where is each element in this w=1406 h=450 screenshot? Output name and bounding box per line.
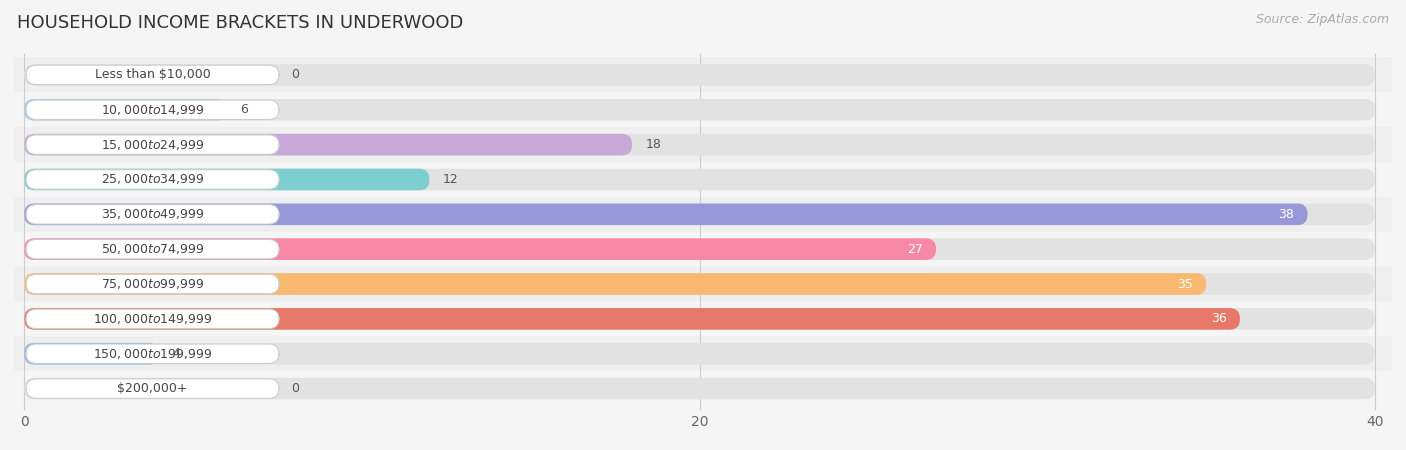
Text: Source: ZipAtlas.com: Source: ZipAtlas.com xyxy=(1256,14,1389,27)
Text: 6: 6 xyxy=(240,103,249,116)
FancyBboxPatch shape xyxy=(24,238,936,260)
FancyBboxPatch shape xyxy=(24,308,1375,330)
FancyBboxPatch shape xyxy=(25,344,280,364)
FancyBboxPatch shape xyxy=(24,238,1375,260)
Text: 35: 35 xyxy=(1177,278,1192,291)
Text: $25,000 to $34,999: $25,000 to $34,999 xyxy=(101,172,204,186)
FancyBboxPatch shape xyxy=(24,273,1206,295)
Bar xyxy=(7,266,1392,302)
FancyBboxPatch shape xyxy=(25,309,280,328)
FancyBboxPatch shape xyxy=(24,169,429,190)
Text: 18: 18 xyxy=(645,138,661,151)
FancyBboxPatch shape xyxy=(24,343,159,364)
Text: Less than $10,000: Less than $10,000 xyxy=(94,68,211,81)
FancyBboxPatch shape xyxy=(24,99,226,121)
FancyBboxPatch shape xyxy=(24,308,1240,330)
Text: 0: 0 xyxy=(291,382,299,395)
Text: HOUSEHOLD INCOME BRACKETS IN UNDERWOOD: HOUSEHOLD INCOME BRACKETS IN UNDERWOOD xyxy=(17,14,463,32)
Bar xyxy=(7,232,1392,266)
FancyBboxPatch shape xyxy=(24,99,1375,121)
FancyBboxPatch shape xyxy=(24,203,1308,225)
Text: $15,000 to $24,999: $15,000 to $24,999 xyxy=(101,138,204,152)
FancyBboxPatch shape xyxy=(24,343,1375,364)
Bar xyxy=(7,58,1392,92)
FancyBboxPatch shape xyxy=(24,273,1375,295)
FancyBboxPatch shape xyxy=(25,65,280,85)
FancyBboxPatch shape xyxy=(24,134,1375,155)
Bar xyxy=(7,197,1392,232)
FancyBboxPatch shape xyxy=(25,274,280,294)
FancyBboxPatch shape xyxy=(25,170,280,189)
Text: $35,000 to $49,999: $35,000 to $49,999 xyxy=(101,207,204,221)
FancyBboxPatch shape xyxy=(25,239,280,259)
Text: $150,000 to $199,999: $150,000 to $199,999 xyxy=(93,347,212,361)
Bar xyxy=(7,371,1392,406)
Bar xyxy=(7,162,1392,197)
FancyBboxPatch shape xyxy=(25,100,280,120)
FancyBboxPatch shape xyxy=(24,134,633,155)
Text: 38: 38 xyxy=(1278,208,1294,221)
FancyBboxPatch shape xyxy=(24,203,1375,225)
FancyBboxPatch shape xyxy=(25,135,280,154)
FancyBboxPatch shape xyxy=(24,378,1375,400)
FancyBboxPatch shape xyxy=(25,379,280,398)
Text: $10,000 to $14,999: $10,000 to $14,999 xyxy=(101,103,204,117)
FancyBboxPatch shape xyxy=(25,205,280,224)
Text: 27: 27 xyxy=(907,243,922,256)
Text: $50,000 to $74,999: $50,000 to $74,999 xyxy=(101,242,204,256)
Text: $75,000 to $99,999: $75,000 to $99,999 xyxy=(101,277,204,291)
Text: $200,000+: $200,000+ xyxy=(117,382,188,395)
Text: $100,000 to $149,999: $100,000 to $149,999 xyxy=(93,312,212,326)
FancyBboxPatch shape xyxy=(24,64,1375,86)
Text: 0: 0 xyxy=(291,68,299,81)
FancyBboxPatch shape xyxy=(24,169,1375,190)
Text: 36: 36 xyxy=(1211,312,1226,325)
Text: 12: 12 xyxy=(443,173,458,186)
Bar xyxy=(7,336,1392,371)
Bar xyxy=(7,92,1392,127)
Bar xyxy=(7,302,1392,336)
Text: 4: 4 xyxy=(173,347,180,360)
Bar xyxy=(7,127,1392,162)
